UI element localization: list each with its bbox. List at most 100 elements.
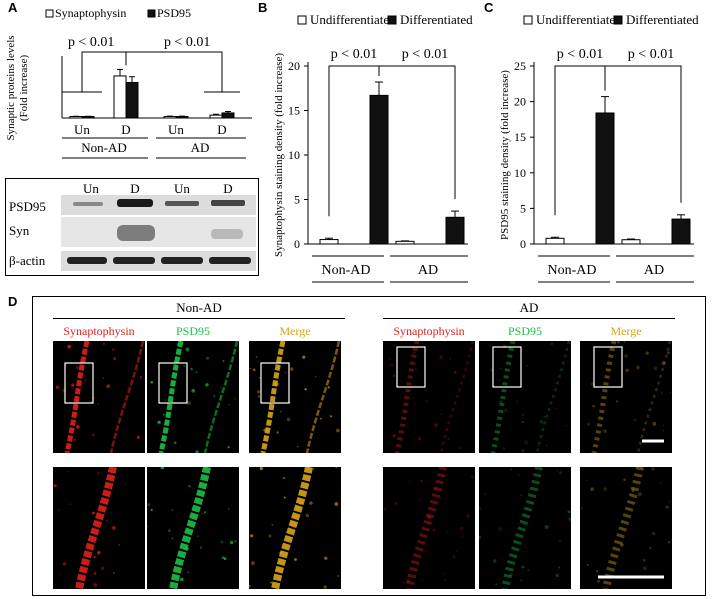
puncta bbox=[567, 510, 571, 514]
puncta bbox=[394, 501, 398, 505]
puncta bbox=[147, 525, 149, 528]
puncta bbox=[285, 372, 287, 374]
microscopy-image bbox=[479, 467, 571, 589]
puncta bbox=[586, 479, 588, 482]
y-tick-label: 25 bbox=[514, 59, 526, 73]
puncta bbox=[227, 446, 230, 449]
puncta bbox=[329, 415, 332, 418]
bar bbox=[113, 75, 127, 119]
y-axis-label: (Fold increase) bbox=[18, 55, 30, 122]
puncta bbox=[412, 351, 416, 355]
puncta bbox=[305, 513, 310, 518]
puncta bbox=[439, 355, 444, 360]
puncta bbox=[76, 583, 79, 585]
puncta bbox=[428, 515, 432, 520]
y-tick-label: 0 bbox=[520, 237, 526, 251]
p-value: p < 0.01 bbox=[402, 47, 448, 62]
puncta bbox=[449, 358, 452, 360]
puncta bbox=[537, 445, 539, 447]
puncta bbox=[581, 507, 583, 510]
group-header-non-ad: Non-AD bbox=[176, 300, 222, 315]
puncta bbox=[502, 447, 506, 450]
bar bbox=[395, 240, 415, 245]
puncta bbox=[652, 421, 657, 426]
y-tick-label: 5 bbox=[294, 193, 300, 207]
puncta bbox=[479, 506, 482, 511]
blot-band bbox=[113, 257, 155, 264]
puncta bbox=[275, 588, 277, 589]
puncta bbox=[251, 561, 255, 566]
puncta bbox=[593, 407, 595, 409]
neurite bbox=[602, 467, 644, 589]
puncta bbox=[643, 559, 646, 562]
puncta bbox=[93, 583, 97, 587]
puncta bbox=[124, 482, 127, 485]
puncta bbox=[472, 341, 474, 343]
puncta bbox=[392, 434, 396, 438]
puncta bbox=[187, 401, 191, 405]
puncta bbox=[432, 528, 436, 532]
puncta bbox=[234, 398, 236, 400]
puncta bbox=[390, 363, 394, 367]
group-label: Non-AD bbox=[548, 263, 597, 278]
puncta bbox=[299, 501, 303, 505]
puncta bbox=[417, 437, 422, 441]
bar bbox=[621, 239, 641, 245]
significance-bracket bbox=[81, 51, 127, 92]
puncta bbox=[651, 467, 655, 471]
puncta bbox=[173, 441, 177, 445]
puncta bbox=[93, 572, 97, 575]
puncta bbox=[335, 467, 338, 469]
significance-bracket bbox=[554, 65, 606, 216]
microscopy-image bbox=[580, 341, 672, 453]
puncta bbox=[631, 488, 635, 492]
microscopy-image bbox=[383, 467, 475, 589]
blot-band bbox=[211, 200, 245, 206]
column-label-synaptophysin: Synaptophysin bbox=[63, 324, 135, 338]
puncta bbox=[493, 559, 497, 563]
neurite bbox=[305, 341, 341, 453]
neurite bbox=[501, 467, 543, 589]
y-tick-label: 20 bbox=[514, 95, 526, 109]
puncta bbox=[228, 404, 230, 406]
puncta bbox=[504, 409, 508, 412]
puncta bbox=[556, 470, 558, 472]
category-label: Un bbox=[168, 122, 184, 137]
puncta bbox=[337, 575, 339, 577]
puncta bbox=[323, 585, 327, 589]
puncta bbox=[276, 431, 279, 434]
puncta bbox=[252, 368, 256, 372]
puncta bbox=[204, 511, 206, 514]
blot-band bbox=[165, 201, 199, 206]
puncta bbox=[595, 570, 599, 573]
puncta bbox=[447, 531, 449, 534]
puncta bbox=[112, 526, 116, 530]
puncta bbox=[100, 566, 105, 571]
puncta bbox=[102, 342, 106, 345]
puncta bbox=[521, 565, 525, 569]
puncta bbox=[92, 433, 95, 437]
microscopy-image bbox=[249, 341, 341, 453]
puncta bbox=[97, 551, 101, 555]
puncta bbox=[620, 543, 624, 547]
puncta bbox=[499, 367, 502, 370]
neurite bbox=[636, 341, 672, 453]
puncta bbox=[157, 420, 161, 424]
puncta bbox=[282, 476, 286, 480]
puncta bbox=[439, 496, 442, 500]
legend-swatch bbox=[297, 15, 307, 25]
bar bbox=[319, 239, 339, 245]
puncta bbox=[171, 537, 174, 540]
western-blot: Un D Un D PSD95 Syn β-actin bbox=[5, 178, 259, 276]
puncta bbox=[160, 467, 165, 470]
puncta bbox=[59, 573, 61, 576]
puncta bbox=[444, 579, 447, 582]
significance-bracket bbox=[126, 51, 223, 92]
puncta bbox=[642, 566, 647, 571]
puncta bbox=[667, 541, 671, 544]
p-value: p < 0.01 bbox=[557, 47, 603, 62]
column-label-merge: Merge bbox=[610, 324, 642, 338]
puncta bbox=[249, 367, 251, 370]
puncta bbox=[96, 517, 98, 519]
bar bbox=[125, 81, 139, 119]
